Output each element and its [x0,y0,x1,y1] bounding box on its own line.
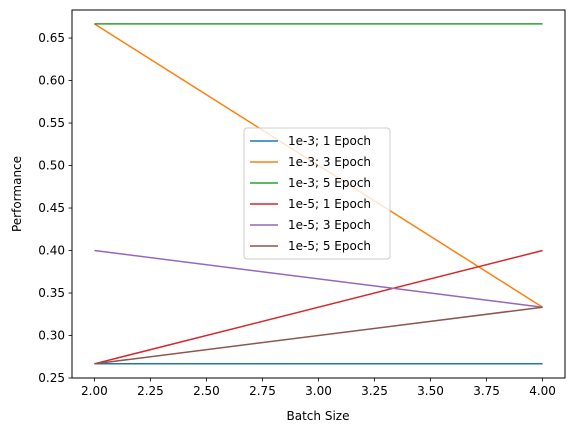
x-tick-label: 2.00 [81,384,108,398]
legend-label-2: 1e-3; 3 Epoch [288,155,371,169]
x-axis-ticks: 2.00 2.25 2.50 2.75 3.00 3.25 3.50 3.75 4.00 [81,378,556,398]
y-tick-label: 0.65 [38,31,65,45]
y-tick-label: 0.55 [38,116,65,130]
series-line-4 [94,249,543,365]
legend: 1e-3; 1 Epoch 1e-3; 3 Epoch 1e-3; 5 Epoch 1… [243,127,391,260]
legend-label-3: 1e-3; 5 Epoch [288,176,371,190]
legend-label-1: 1e-3; 1 Epoch [288,134,371,148]
y-tick-label: 0.30 [38,329,65,343]
y-tick-label: 0.35 [38,286,65,300]
y-tick-label: 0.60 [38,74,65,88]
series-lines [94,23,543,365]
y-axis-label: Performance [10,156,24,232]
y-tick-label: 0.40 [38,244,65,258]
x-axis-label: Batch Size [287,409,350,423]
legend-box [243,127,391,260]
y-tick-label: 0.25 [38,371,65,385]
x-tick-label: 4.00 [529,384,556,398]
x-tick-label: 3.25 [361,384,388,398]
x-tick-label: 3.50 [417,384,444,398]
x-tick-label: 3.75 [473,384,500,398]
x-tick-label: 2.25 [137,384,164,398]
y-axis-ticks: 0.25 0.30 0.35 0.40 0.45 0.50 0.55 0.60 0.65 [38,31,72,385]
series-line-6 [94,306,543,365]
y-tick-label: 0.45 [38,201,65,215]
legend-label-4: 1e-5; 1 Epoch [288,197,371,211]
series-line-5 [94,249,543,308]
x-tick-label: 3.00 [305,384,332,398]
legend-entries: 1e-3; 1 Epoch 1e-3; 3 Epoch 1e-3; 5 Epoch 1… [250,134,371,253]
legend-label-6: 1e-5; 5 Epoch [288,239,371,253]
x-tick-label: 2.75 [249,384,276,398]
y-tick-label: 0.50 [38,159,65,173]
x-tick-label: 2.50 [193,384,220,398]
legend-label-5: 1e-5; 3 Epoch [288,218,371,232]
